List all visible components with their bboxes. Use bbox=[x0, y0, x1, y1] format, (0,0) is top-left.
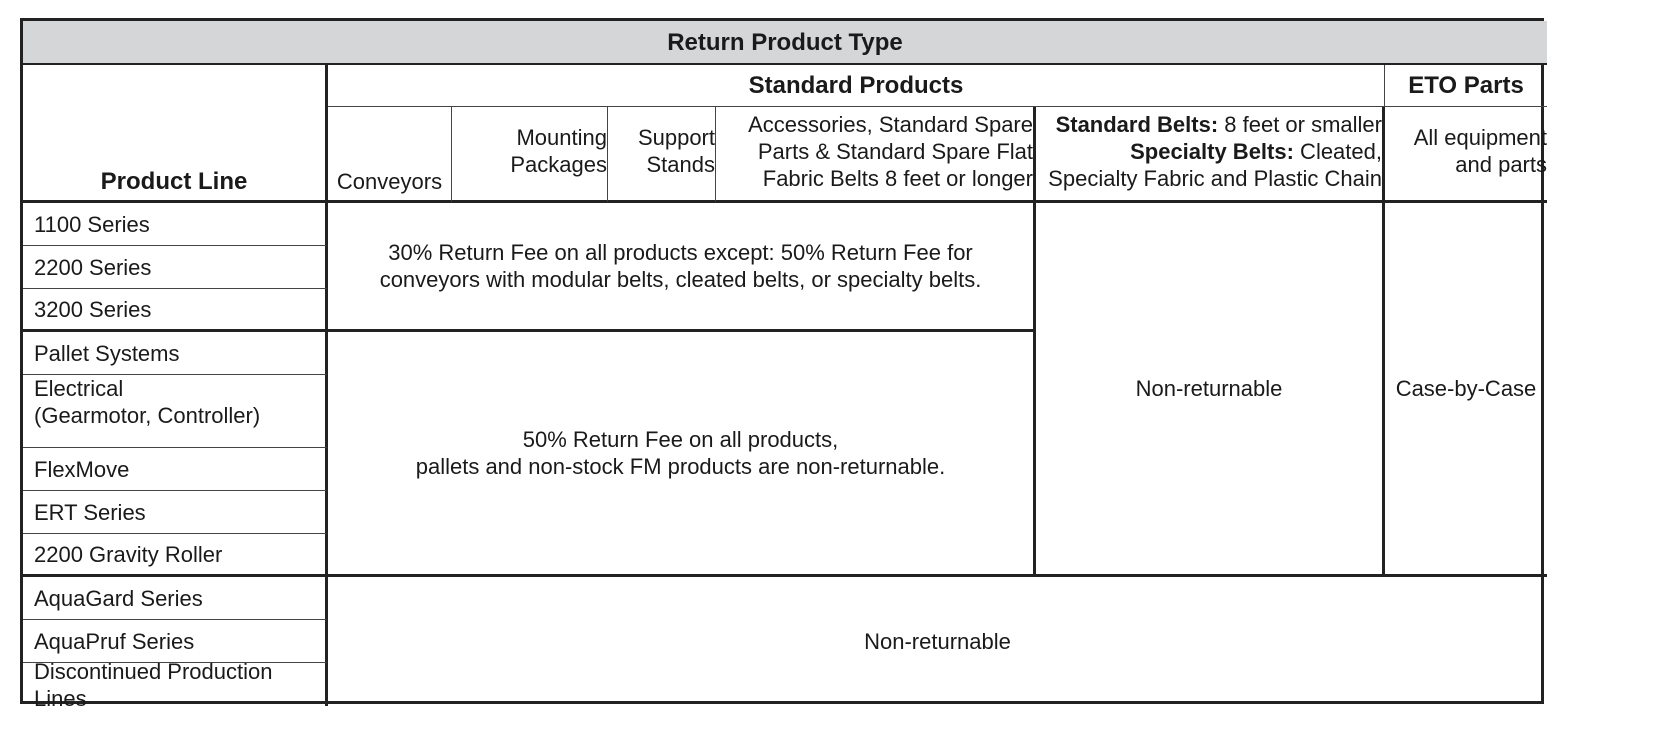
row-label: 2200 Series bbox=[34, 254, 152, 280]
row-label-line1: Electrical bbox=[34, 376, 124, 401]
subheader-belts: Standard Belts: 8 feet or smaller Specia… bbox=[1036, 107, 1385, 203]
policy-group-systems: 50% Return Fee on all products, pallets … bbox=[328, 332, 1036, 577]
return-policy-table: Return Product Type Product Line Standar… bbox=[20, 18, 1547, 711]
row-1100-series: 1100 Series bbox=[23, 203, 328, 246]
subheader-belts-line3: Specialty Fabric and Plastic Chain bbox=[1048, 165, 1382, 191]
subheader-eto-line1: All equipment bbox=[1413, 125, 1547, 150]
subheader-mounting-line2: Packages bbox=[510, 152, 607, 177]
subheader-accessories-line1: Accessories, Standard Spare bbox=[748, 111, 1033, 137]
row-label-line2: (Gearmotor, Controller) bbox=[34, 403, 261, 428]
policy-eto-text: Case-by-Case bbox=[1395, 376, 1537, 401]
row-discontinued-lines: Discontinued Production Lines bbox=[23, 659, 328, 711]
policy-belts: Non-returnable bbox=[1036, 203, 1385, 577]
row-label: Pallet Systems bbox=[34, 340, 180, 366]
row-pallet-systems: Pallet Systems bbox=[23, 332, 328, 375]
subheader-eto: All equipment and parts bbox=[1385, 107, 1547, 203]
row-label: FlexMove bbox=[34, 456, 130, 482]
row-label: AquaPruf Series bbox=[34, 628, 195, 654]
row-flexmove: FlexMove bbox=[23, 448, 328, 491]
policy-group-aqua: Non-returnable bbox=[328, 577, 1547, 706]
policy-group-systems-line1: 50% Return Fee on all products, bbox=[522, 427, 839, 452]
policy-group-systems-line2: pallets and non-stock FM products are no… bbox=[415, 454, 946, 479]
subheader-belts-line2: Specialty Belts: Cleated, bbox=[1130, 138, 1382, 165]
standard-belts-text: 8 feet or smaller bbox=[1218, 111, 1382, 137]
product-line-header: Product Line bbox=[23, 65, 328, 203]
subheader-mounting-line1: Mounting bbox=[516, 125, 607, 150]
policy-eto: Case-by-Case bbox=[1385, 203, 1547, 577]
row-label: 3200 Series bbox=[34, 296, 152, 322]
eto-parts-header: ETO Parts bbox=[1385, 65, 1547, 107]
standard-products-header: Standard Products bbox=[328, 65, 1385, 107]
table-title-text: Return Product Type bbox=[667, 28, 903, 56]
standard-products-header-text: Standard Products bbox=[748, 72, 964, 99]
specialty-belts-text: Cleated, bbox=[1293, 138, 1382, 164]
row-label: ERT Series bbox=[34, 499, 146, 525]
product-line-header-text: Product Line bbox=[100, 168, 248, 195]
row-label: 2200 Gravity Roller bbox=[34, 541, 223, 567]
row-3200-series: 3200 Series bbox=[23, 289, 328, 332]
subheader-accessories-line3: Fabric Belts 8 feet or longer bbox=[762, 165, 1033, 191]
subheader-conveyors-text: Conveyors bbox=[336, 169, 443, 194]
subheader-accessories-line2: Parts & Standard Spare Flat bbox=[757, 138, 1033, 164]
policy-group-series-line2: conveyors with modular belts, cleated be… bbox=[379, 267, 982, 292]
subheader-belts-line1: Standard Belts: 8 feet or smaller bbox=[1056, 111, 1382, 138]
policy-group-series-line1: 30% Return Fee on all products except: 5… bbox=[388, 240, 973, 265]
specialty-belts-label: Specialty Belts: bbox=[1130, 138, 1294, 164]
eto-parts-header-text: ETO Parts bbox=[1408, 72, 1524, 99]
row-ert-series: ERT Series bbox=[23, 491, 328, 534]
policy-group-series: 30% Return Fee on all products except: 5… bbox=[328, 203, 1036, 332]
subheader-eto-line2: and parts bbox=[1455, 152, 1547, 177]
row-label: Discontinued Production Lines bbox=[34, 658, 273, 711]
row-2200-series: 2200 Series bbox=[23, 246, 328, 289]
policy-belts-text: Non-returnable bbox=[1135, 376, 1283, 401]
subheader-accessories: Accessories, Standard Spare Parts & Stan… bbox=[716, 107, 1036, 203]
row-2200-gravity-roller: 2200 Gravity Roller bbox=[23, 534, 328, 577]
table-title: Return Product Type bbox=[23, 21, 1547, 65]
standard-belts-label: Standard Belts: bbox=[1055, 111, 1219, 137]
row-electrical: Electrical (Gearmotor, Controller) bbox=[23, 375, 328, 448]
subheader-support-line1: Support bbox=[637, 125, 715, 150]
subheader-support-stands: Support Stands bbox=[608, 107, 716, 203]
subheader-conveyors: Conveyors bbox=[328, 107, 452, 203]
policy-group-aqua-text: Non-returnable bbox=[864, 629, 1011, 654]
subheader-mounting-packages: Mounting Packages bbox=[452, 107, 608, 203]
row-aquagard-series: AquaGard Series bbox=[23, 577, 328, 620]
row-label: 1100 Series bbox=[34, 211, 150, 237]
row-label: AquaGard Series bbox=[34, 585, 203, 611]
subheader-support-line2: Stands bbox=[646, 152, 716, 177]
row-aquapruf-series: AquaPruf Series bbox=[23, 620, 328, 663]
